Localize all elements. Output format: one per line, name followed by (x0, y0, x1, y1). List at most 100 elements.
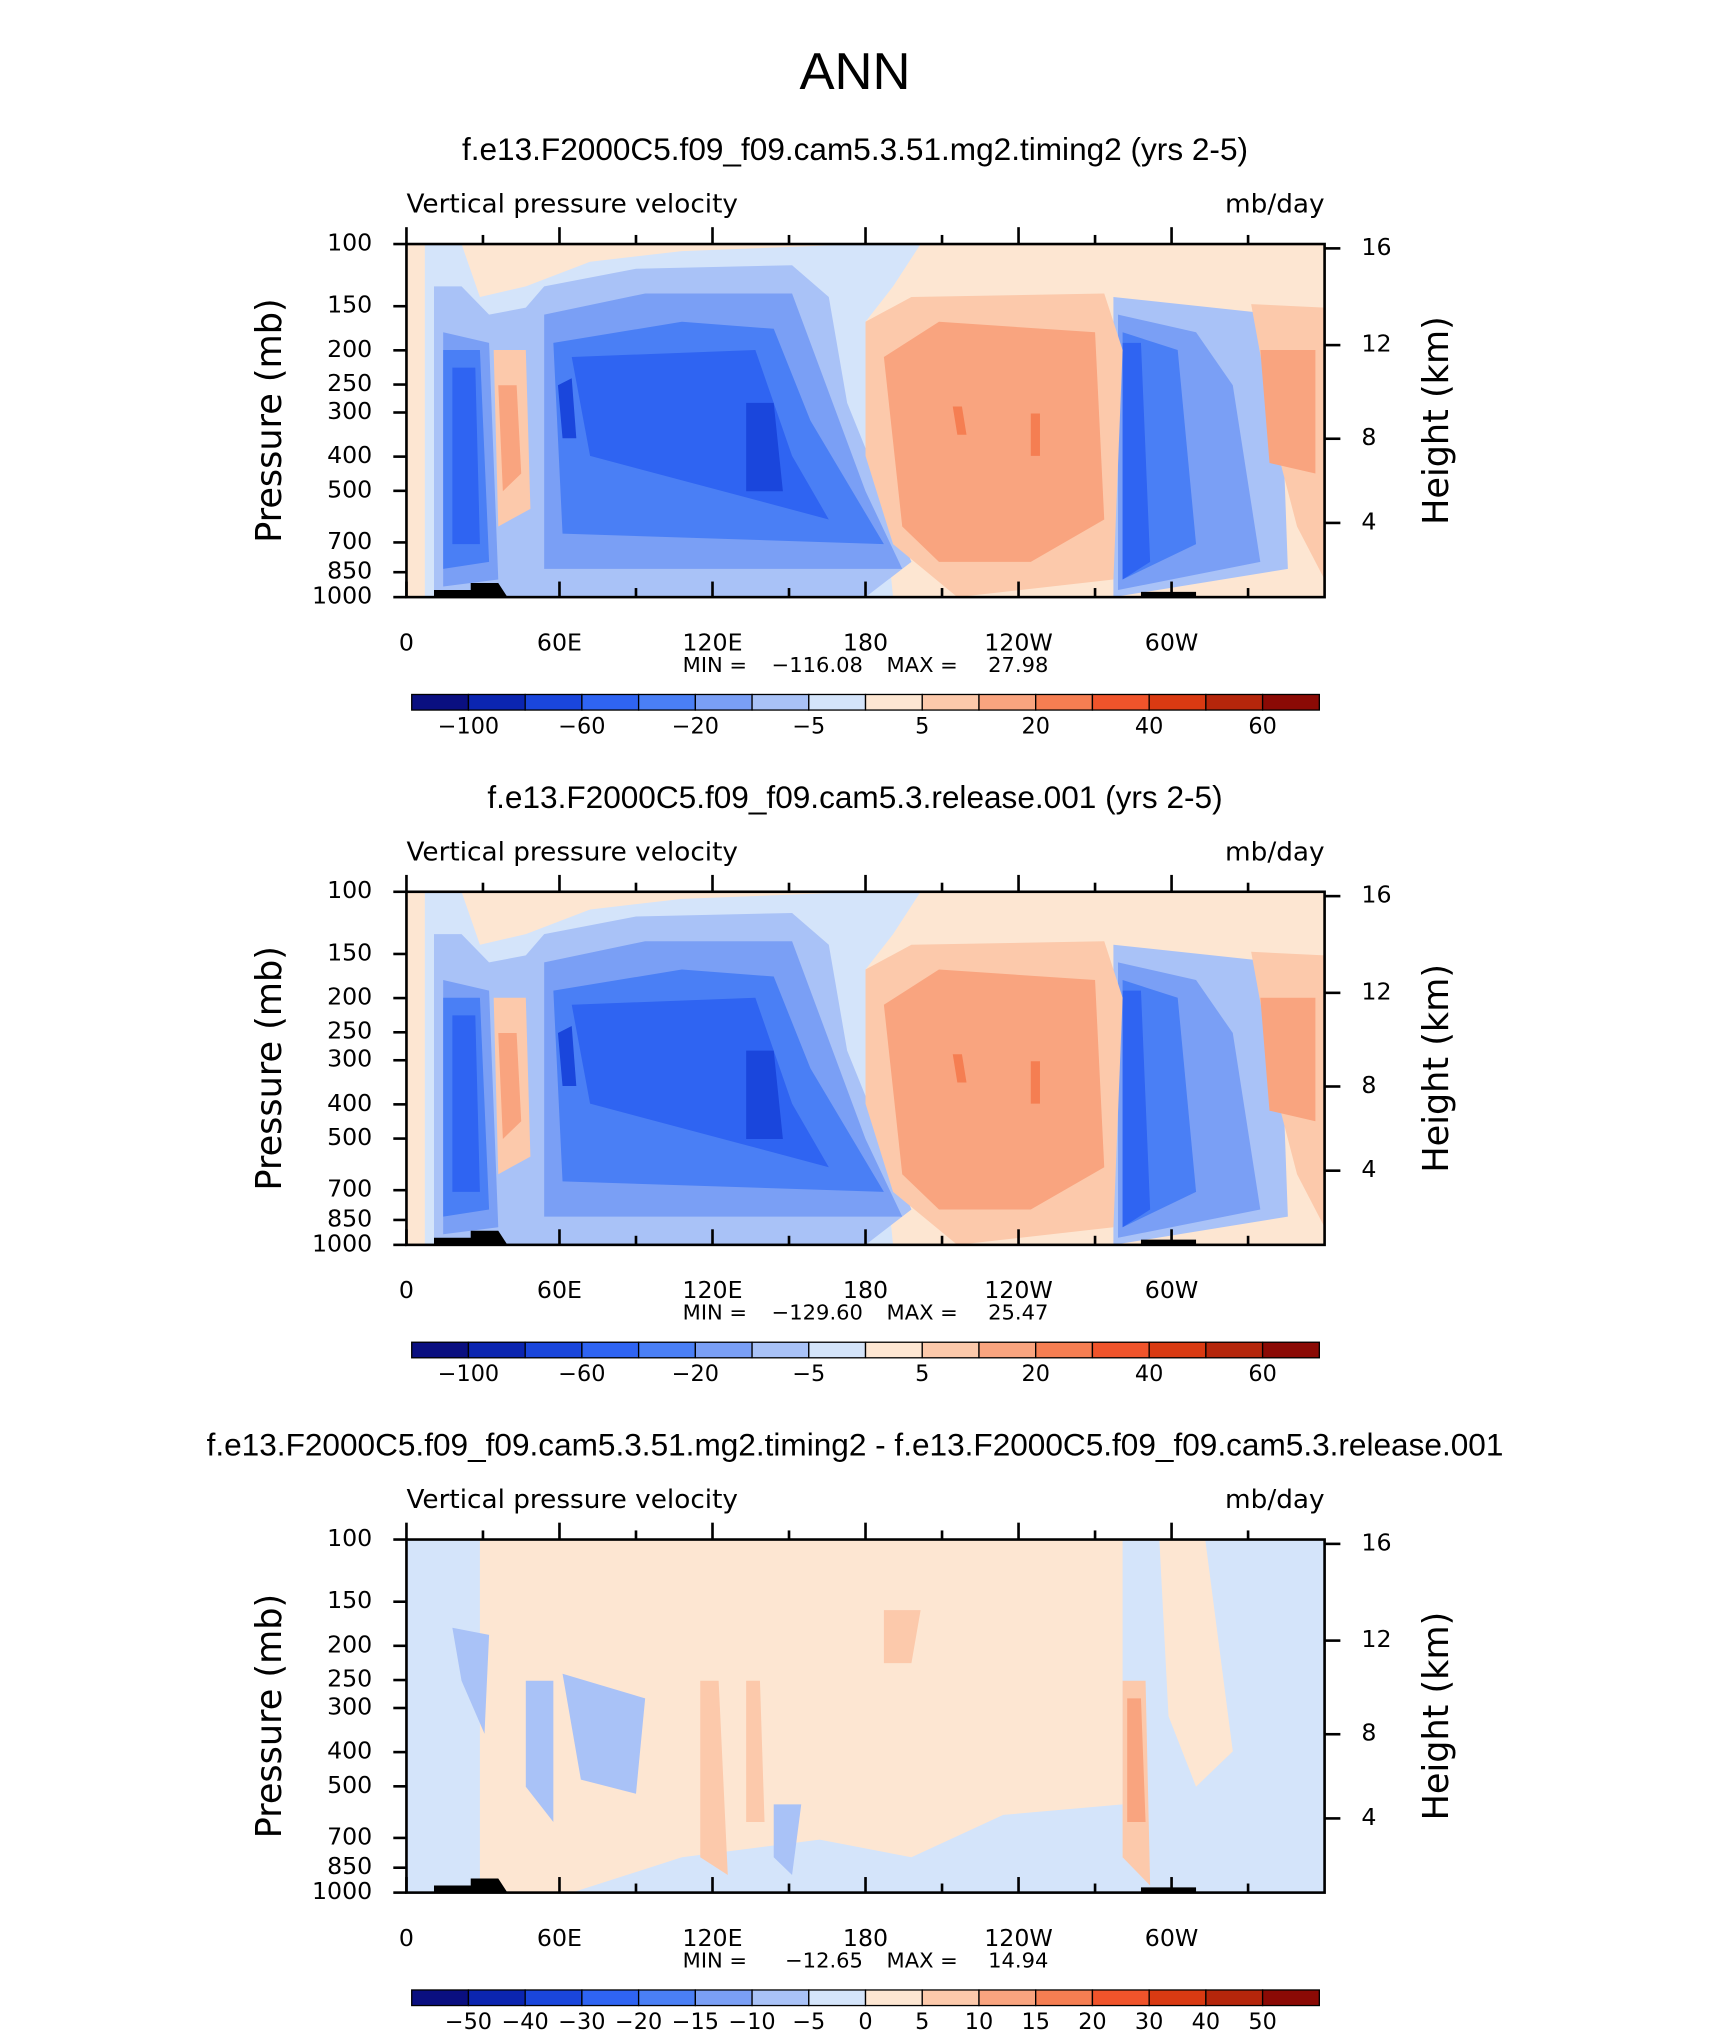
contour-region (1260, 997, 1316, 1122)
colorbar-label: 20 (1021, 1361, 1049, 1387)
colorbar-label: −5 (792, 1361, 825, 1387)
contour-region (883, 321, 1105, 562)
colorbar-label: −40 (502, 2009, 549, 2035)
y-tick-label: 150 (327, 939, 372, 967)
y-axis-label: Pressure (mb) (249, 298, 290, 542)
x-tick-label: 180 (843, 628, 888, 656)
y-tick-label: 100 (327, 876, 372, 904)
right-string: mb/day (1225, 1485, 1325, 1515)
contour-region (433, 1878, 508, 1893)
y2-tick-label: 8 (1361, 423, 1376, 451)
colorbar-box (1261, 693, 1320, 711)
x-tick-label: 60E (537, 1276, 582, 1304)
contour-region (746, 1050, 783, 1139)
y-tick-label: 500 (327, 475, 372, 503)
contour-region (1140, 1239, 1197, 1245)
colorbar-box (411, 1989, 470, 2007)
y-axis-label: Pressure (mb) (249, 946, 290, 1190)
y-tick-label: 100 (327, 229, 372, 257)
contour-region (433, 582, 508, 598)
x-tick-label: 0 (399, 1276, 414, 1304)
contour-region (433, 1230, 508, 1245)
y-tick-label: 300 (327, 1693, 372, 1721)
contour-region (1122, 990, 1151, 1228)
colorbar-box (1091, 1989, 1150, 2007)
y-tick-label: 250 (327, 1665, 372, 1693)
y-tick-label: 400 (327, 1089, 372, 1117)
contour-region (452, 1627, 490, 1734)
colorbar-box (921, 1989, 980, 2007)
contour-region (746, 1680, 765, 1822)
y2-tick-label: 12 (1361, 1625, 1391, 1653)
x-tick-label: 0 (399, 1924, 414, 1952)
y2-tick-label: 12 (1361, 330, 1391, 358)
colorbar-box (1261, 1989, 1320, 2007)
min-value: −129.60 (772, 1301, 863, 1325)
contour-region (525, 1680, 554, 1822)
colorbar-box (411, 693, 470, 711)
y2-axis-label: Height (km) (1416, 316, 1457, 525)
panel-title: f.e13.F2000C5.f09_f09.cam5.3.51.mg2.timi… (462, 132, 1248, 167)
colorbar-box (581, 1341, 640, 1359)
colorbar-box (581, 693, 640, 711)
y-tick-label: 700 (327, 1175, 372, 1203)
contour-region (452, 367, 480, 545)
colorbar-box (1261, 1341, 1320, 1359)
y2-tick-label: 8 (1361, 1071, 1376, 1099)
contour-region (1260, 349, 1316, 474)
colorbar-box (1091, 693, 1150, 711)
max-label: MAX = (887, 1301, 958, 1325)
y2-tick-label: 8 (1361, 1719, 1376, 1747)
min-label: MIN = (683, 653, 747, 677)
y2-tick-label: 16 (1361, 233, 1391, 261)
y2-tick-label: 4 (1361, 1803, 1376, 1831)
colorbar-label: −60 (558, 714, 605, 740)
colorbar-box (1035, 1989, 1094, 2007)
colorbar-box (1148, 1341, 1207, 1359)
contour-region (1030, 413, 1040, 456)
colorbar-label: 40 (1192, 2009, 1220, 2035)
colorbar-box (524, 1989, 583, 2007)
y-tick-label: 400 (327, 441, 372, 469)
colorbar-label: 40 (1135, 1361, 1163, 1387)
contour-region (883, 1610, 921, 1664)
x-tick-label: 60W (1145, 1924, 1199, 1952)
colorbar-box (978, 1989, 1037, 2007)
y-tick-label: 100 (327, 1524, 372, 1552)
y-tick-label: 500 (327, 1771, 372, 1799)
colorbar-box (751, 1341, 810, 1359)
colorbar-label: 40 (1135, 714, 1163, 740)
x-tick-label: 60W (1145, 1276, 1199, 1304)
contour-region (498, 385, 522, 492)
x-tick-label: 120W (984, 1924, 1053, 1952)
max-value: 27.98 (988, 653, 1048, 677)
colorbar-label: 5 (915, 714, 929, 740)
colorbar-label: −20 (672, 1361, 719, 1387)
colorbar-box (467, 1341, 526, 1359)
contour-region (746, 402, 783, 492)
colorbar-box (467, 693, 526, 711)
colorbar-label: −50 (445, 2009, 492, 2035)
min-value: −12.65 (785, 1948, 863, 1972)
x-tick-label: 120W (984, 1276, 1053, 1304)
y2-tick-label: 16 (1361, 881, 1391, 909)
y-tick-label: 850 (327, 557, 372, 585)
y2-tick-label: 12 (1361, 977, 1391, 1005)
y2-tick-label: 4 (1361, 508, 1376, 536)
colorbar-box (411, 1341, 470, 1359)
colorbar-box (524, 693, 583, 711)
y-tick-label: 700 (327, 1823, 372, 1851)
colorbar-label: −30 (558, 2009, 605, 2035)
right-string: mb/day (1225, 837, 1325, 867)
colorbar-box (808, 693, 867, 711)
x-tick-label: 60E (537, 1924, 582, 1952)
colorbar-label: 20 (1021, 714, 1049, 740)
y-tick-label: 150 (327, 291, 372, 319)
contour-region (562, 1673, 646, 1794)
y-tick-label: 1000 (312, 1877, 372, 1905)
y2-axis-label: Height (km) (1416, 1612, 1457, 1821)
colorbar-box (1035, 1341, 1094, 1359)
colorbar-box (1205, 1341, 1264, 1359)
y-tick-label: 850 (327, 1852, 372, 1880)
